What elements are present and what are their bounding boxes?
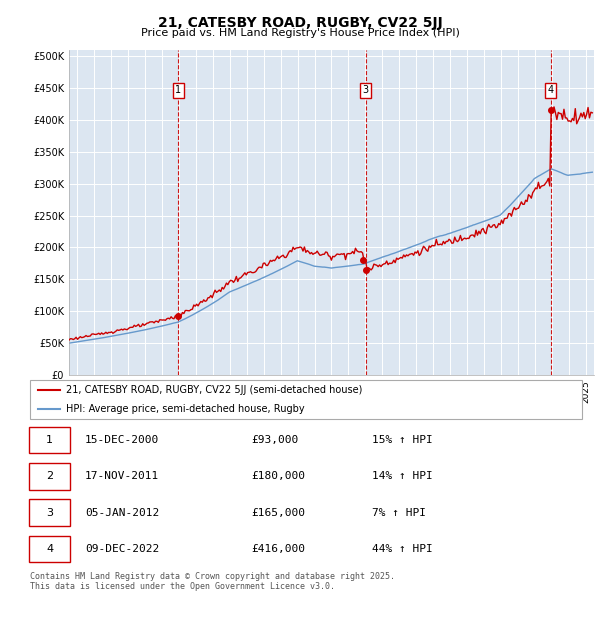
Text: £93,000: £93,000 xyxy=(251,435,298,445)
Text: £180,000: £180,000 xyxy=(251,471,305,481)
Text: 3: 3 xyxy=(46,508,53,518)
Text: 3: 3 xyxy=(362,86,368,95)
Text: 1: 1 xyxy=(175,86,181,95)
Text: Contains HM Land Registry data © Crown copyright and database right 2025.
This d: Contains HM Land Registry data © Crown c… xyxy=(30,572,395,591)
Text: 15-DEC-2000: 15-DEC-2000 xyxy=(85,435,160,445)
Text: 09-DEC-2022: 09-DEC-2022 xyxy=(85,544,160,554)
Text: 4: 4 xyxy=(548,86,554,95)
Text: 7% ↑ HPI: 7% ↑ HPI xyxy=(372,508,426,518)
Text: HPI: Average price, semi-detached house, Rugby: HPI: Average price, semi-detached house,… xyxy=(66,404,305,414)
FancyBboxPatch shape xyxy=(29,536,70,562)
Text: 4: 4 xyxy=(46,544,53,554)
Text: 2: 2 xyxy=(46,471,53,481)
FancyBboxPatch shape xyxy=(29,427,70,453)
FancyBboxPatch shape xyxy=(29,499,70,526)
Text: 21, CATESBY ROAD, RUGBY, CV22 5JJ (semi-detached house): 21, CATESBY ROAD, RUGBY, CV22 5JJ (semi-… xyxy=(66,384,362,395)
Text: 21, CATESBY ROAD, RUGBY, CV22 5JJ: 21, CATESBY ROAD, RUGBY, CV22 5JJ xyxy=(158,16,442,30)
Text: 1: 1 xyxy=(46,435,53,445)
Text: Price paid vs. HM Land Registry's House Price Index (HPI): Price paid vs. HM Land Registry's House … xyxy=(140,28,460,38)
Text: 05-JAN-2012: 05-JAN-2012 xyxy=(85,508,160,518)
Text: £416,000: £416,000 xyxy=(251,544,305,554)
Text: £165,000: £165,000 xyxy=(251,508,305,518)
Text: 15% ↑ HPI: 15% ↑ HPI xyxy=(372,435,433,445)
Text: 17-NOV-2011: 17-NOV-2011 xyxy=(85,471,160,481)
Text: 44% ↑ HPI: 44% ↑ HPI xyxy=(372,544,433,554)
Text: 14% ↑ HPI: 14% ↑ HPI xyxy=(372,471,433,481)
FancyBboxPatch shape xyxy=(29,463,70,490)
